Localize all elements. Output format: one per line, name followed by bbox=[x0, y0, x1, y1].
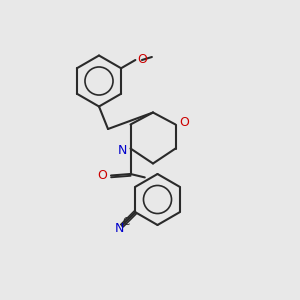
Text: O: O bbox=[179, 116, 189, 129]
Text: C: C bbox=[122, 217, 130, 227]
Text: N: N bbox=[115, 222, 124, 235]
Text: O: O bbox=[137, 53, 147, 66]
Text: N: N bbox=[118, 143, 127, 157]
Text: O: O bbox=[98, 169, 107, 182]
